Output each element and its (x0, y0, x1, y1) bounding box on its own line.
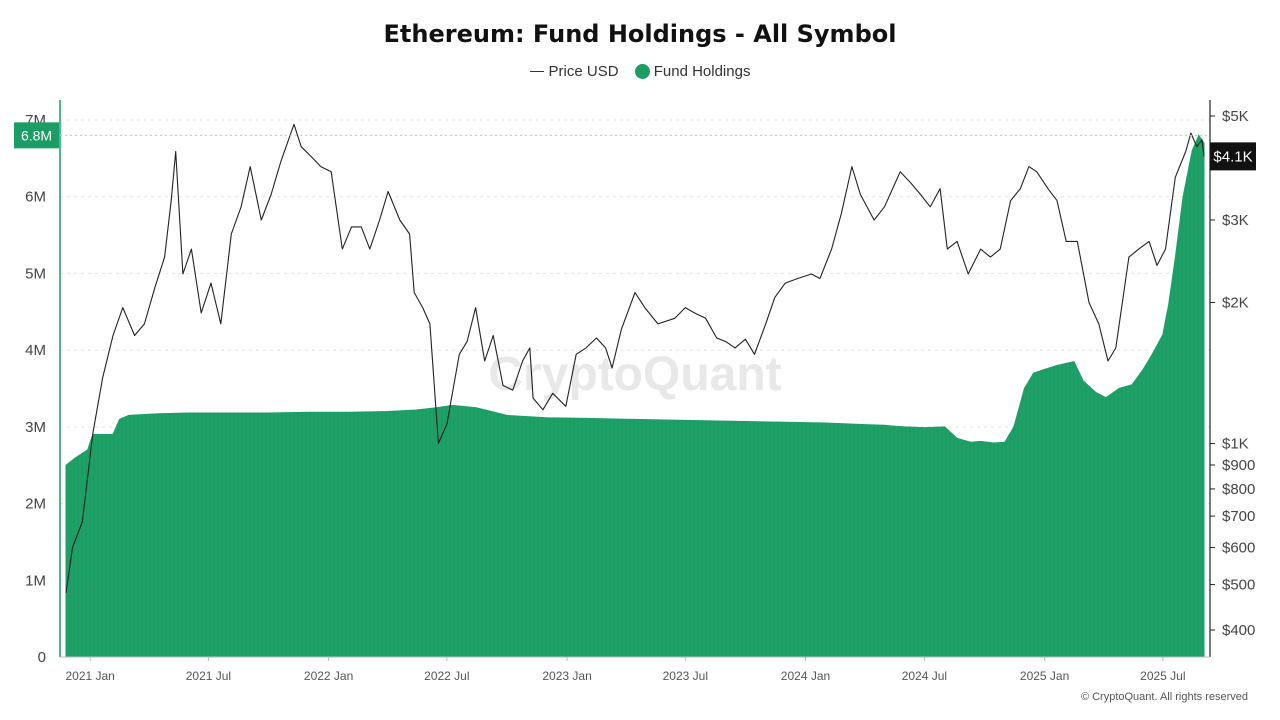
legend-item-price[interactable]: Price USD (529, 62, 619, 80)
legend-label-price: Price USD (548, 62, 619, 80)
right-tick-label: $2K (1222, 294, 1249, 311)
copyright-notice: © CryptoQuant. All rights reserved (1080, 691, 1248, 703)
right-tick-label: $800 (1222, 481, 1255, 498)
left-tick-label: 0 (38, 649, 46, 666)
legend-line-swatch (529, 71, 544, 73)
x-tick-label: 2023 Jan (542, 669, 591, 683)
x-tick-label: 2023 Jul (663, 669, 708, 683)
left-tick-label: 5M (25, 265, 46, 282)
x-tick-label: 2024 Jan (781, 669, 830, 683)
x-tick-label: 2021 Jan (65, 669, 114, 683)
x-tick-label: 2022 Jul (424, 669, 469, 683)
x-tick-label: 2021 Jul (186, 669, 231, 683)
left-tick-label: 2M (25, 496, 46, 513)
x-tick-label: 2025 Jul (1140, 669, 1185, 683)
legend-label-fund-holdings: Fund Holdings (653, 62, 751, 80)
legend-dot-swatch (634, 64, 650, 80)
left-tick-label: 3M (25, 419, 46, 436)
x-tick-label: 2024 Jul (902, 669, 947, 683)
right-tick-label: $700 (1222, 508, 1255, 525)
current-fund-holdings-label: 6.8M (21, 127, 52, 143)
left-tick-label: 6M (25, 189, 46, 206)
legend[interactable]: Price USD Fund Holdings (0, 62, 1280, 80)
chart-title: Ethereum: Fund Holdings - All Symbol (383, 20, 897, 48)
series-price-line (65, 123, 1205, 593)
legend-item-fund-holdings[interactable]: Fund Holdings (634, 62, 751, 80)
current-price-label: $4.1K (1213, 148, 1252, 165)
right-tick-label: $3K (1222, 212, 1249, 229)
series-fund-holdings-area (65, 134, 1205, 658)
left-tick-label: 1M (25, 572, 46, 589)
watermark: CryptoQuant (488, 348, 781, 401)
left-tick-label: 4M (25, 342, 46, 359)
x-tick-label: 2025 Jan (1020, 669, 1069, 683)
right-tick-label: $600 (1222, 539, 1255, 556)
right-tick-label: $5K (1222, 108, 1249, 125)
x-tick-label: 2022 Jan (304, 669, 353, 683)
right-tick-label: $500 (1222, 577, 1255, 594)
right-tick-label: $900 (1222, 457, 1255, 474)
current-price-badge (1210, 142, 1256, 171)
current-fund-holdings-badge (14, 122, 59, 149)
right-tick-label: $400 (1222, 622, 1255, 639)
right-tick-label: $1K (1222, 436, 1249, 453)
fund-holdings-bar-texture (67, 120, 1201, 657)
